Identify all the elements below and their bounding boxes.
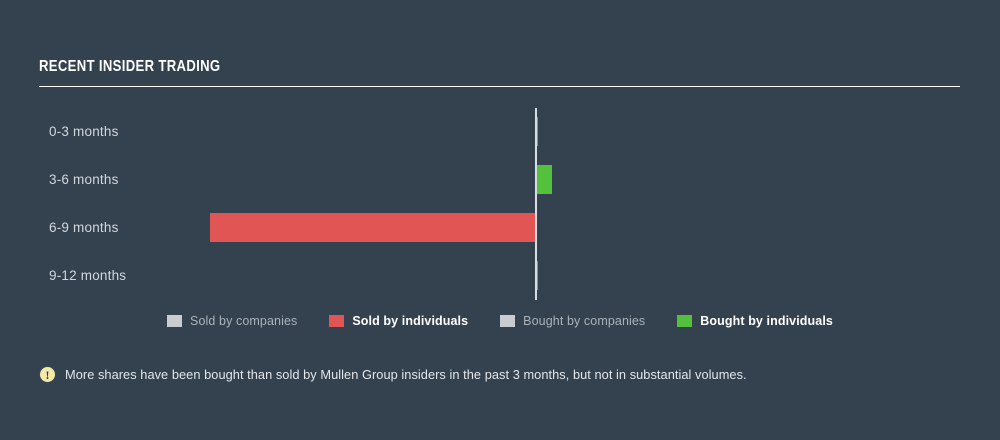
legend-item-sold-by-companies[interactable]: Sold by companies bbox=[167, 314, 297, 328]
legend-swatch-sold-by-companies bbox=[167, 315, 183, 327]
legend-swatch-bought-by-individuals bbox=[677, 315, 693, 327]
y-axis-tick-label: 9-12 months bbox=[49, 268, 127, 283]
chart-row: 0-3 months bbox=[0, 108, 1000, 156]
footnote-text: More shares have been bought than sold b… bbox=[65, 367, 747, 382]
legend-label: Sold by companies bbox=[190, 314, 298, 328]
zero-axis-line bbox=[535, 108, 537, 300]
footnote: ! More shares have been bought than sold… bbox=[39, 366, 747, 383]
bar-bought-by-individuals[interactable] bbox=[536, 261, 538, 290]
bar-bought-by-individuals[interactable] bbox=[537, 165, 552, 194]
bar-bought-by-individuals[interactable] bbox=[536, 117, 538, 146]
legend-label: Bought by individuals bbox=[700, 314, 833, 328]
chart-rows: 0-3 months 3-6 months 6-9 months 9-12 mo… bbox=[0, 108, 1000, 300]
chart-plot-area: 0-3 months 3-6 months 6-9 months 9-12 mo… bbox=[0, 108, 1000, 300]
bar-sold-by-individuals[interactable] bbox=[210, 213, 535, 242]
legend-item-bought-by-individuals[interactable]: Bought by individuals bbox=[677, 314, 833, 328]
page-title: RECENT INSIDER TRADING bbox=[39, 58, 221, 75]
chart-legend: Sold by companies Sold by individuals Bo… bbox=[0, 314, 1000, 328]
legend-item-sold-by-individuals[interactable]: Sold by individuals bbox=[329, 314, 468, 328]
chart-row: 3-6 months bbox=[0, 156, 1000, 204]
y-axis-tick-label: 3-6 months bbox=[49, 172, 119, 187]
y-axis-tick-label: 6-9 months bbox=[49, 220, 119, 235]
warning-icon-glyph: ! bbox=[45, 367, 50, 382]
legend-swatch-bought-by-companies bbox=[500, 315, 516, 327]
legend-label: Sold by individuals bbox=[352, 314, 469, 328]
chart-row: 6-9 months bbox=[0, 204, 1000, 252]
legend-label: Bought by companies bbox=[523, 314, 646, 328]
chart-row: 9-12 months bbox=[0, 252, 1000, 300]
y-axis-tick-label: 0-3 months bbox=[49, 124, 119, 139]
chart-header: RECENT INSIDER TRADING bbox=[39, 57, 960, 87]
warning-circle-icon: ! bbox=[39, 366, 56, 383]
legend-swatch-sold-by-individuals bbox=[329, 315, 345, 327]
title-divider bbox=[39, 86, 960, 87]
legend-item-bought-by-companies[interactable]: Bought by companies bbox=[500, 314, 645, 328]
